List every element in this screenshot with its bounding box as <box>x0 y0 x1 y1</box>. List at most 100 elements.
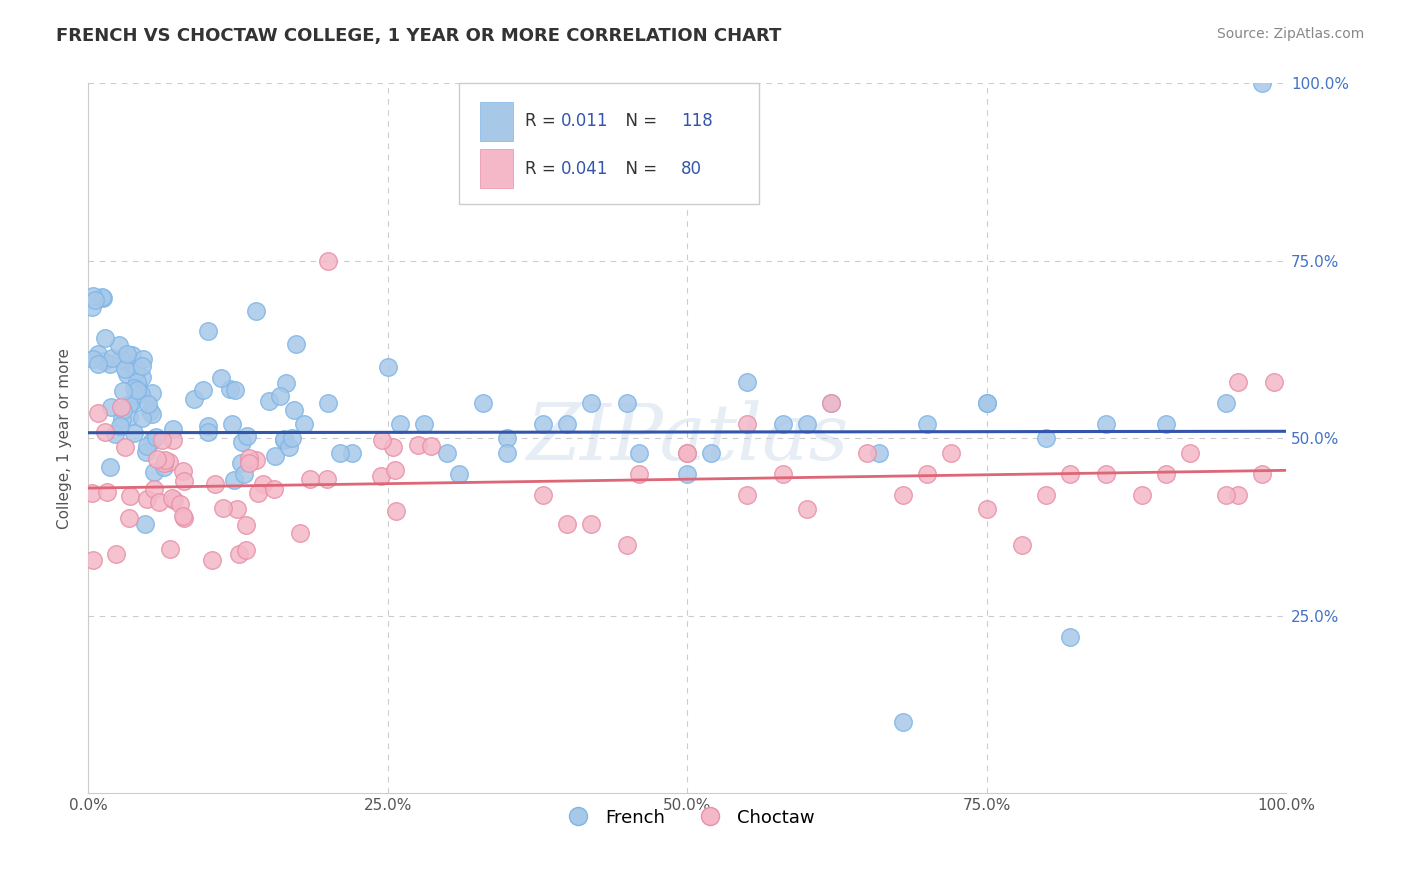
Point <box>263 483 285 497</box>
Text: N =: N = <box>616 160 662 178</box>
Point <box>436 445 458 459</box>
Point <box>136 396 159 410</box>
Point <box>129 386 152 401</box>
Point <box>136 439 159 453</box>
Point <box>103 426 125 441</box>
Point <box>135 445 157 459</box>
Point <box>138 404 160 418</box>
FancyBboxPatch shape <box>479 102 513 141</box>
Point <box>172 464 194 478</box>
Point <box>87 347 110 361</box>
Point <box>868 445 890 459</box>
Point <box>224 383 246 397</box>
Point <box>735 375 758 389</box>
Point <box>80 485 103 500</box>
Point <box>245 303 267 318</box>
Point <box>229 456 252 470</box>
Point <box>104 547 127 561</box>
Point <box>581 396 603 410</box>
Point <box>772 417 794 432</box>
Point <box>1178 445 1201 459</box>
Point <box>84 293 107 308</box>
Point <box>855 445 877 459</box>
Point <box>191 383 214 397</box>
Point <box>1227 375 1250 389</box>
Point <box>976 502 998 516</box>
Text: 0.011: 0.011 <box>561 112 609 130</box>
Text: 80: 80 <box>681 160 702 178</box>
Point <box>134 516 156 531</box>
Point <box>1154 467 1177 481</box>
Point <box>131 370 153 384</box>
FancyBboxPatch shape <box>460 84 759 204</box>
Point <box>1263 375 1285 389</box>
Point <box>820 396 842 410</box>
Point <box>1095 417 1118 432</box>
Point <box>1035 431 1057 445</box>
Point <box>235 518 257 533</box>
Point <box>616 538 638 552</box>
Point <box>252 477 274 491</box>
Point <box>100 401 122 415</box>
Point <box>110 419 132 434</box>
Point <box>114 440 136 454</box>
Point <box>142 465 165 479</box>
Point <box>197 418 219 433</box>
Point <box>163 493 186 508</box>
Point <box>370 433 392 447</box>
Point <box>197 425 219 439</box>
Point <box>1095 467 1118 481</box>
Point <box>183 392 205 406</box>
Point <box>82 553 104 567</box>
Point <box>406 437 429 451</box>
Point <box>472 396 495 410</box>
Point <box>222 474 245 488</box>
Point <box>125 388 148 402</box>
Text: Source: ZipAtlas.com: Source: ZipAtlas.com <box>1216 27 1364 41</box>
Point <box>173 511 195 525</box>
Point <box>111 412 134 426</box>
Point <box>87 406 110 420</box>
Point <box>676 445 699 459</box>
Point <box>110 352 132 367</box>
Point <box>152 456 174 470</box>
Point <box>87 357 110 371</box>
Point <box>1130 488 1153 502</box>
Point <box>132 351 155 366</box>
Point <box>131 410 153 425</box>
Point <box>273 432 295 446</box>
Point <box>976 396 998 410</box>
Point <box>939 445 962 459</box>
Point <box>153 453 176 467</box>
Point <box>274 376 297 390</box>
Point <box>385 504 408 518</box>
Point <box>127 383 149 397</box>
Point <box>173 475 195 489</box>
Point <box>1227 488 1250 502</box>
Y-axis label: College, 1 year or more: College, 1 year or more <box>58 348 72 529</box>
Point <box>340 445 363 459</box>
Point <box>221 417 243 432</box>
Point <box>1251 77 1274 91</box>
Point <box>284 337 307 351</box>
Point <box>110 401 132 415</box>
Point <box>125 364 148 378</box>
Point <box>212 501 235 516</box>
Point <box>329 445 352 459</box>
Point <box>581 516 603 531</box>
Point <box>288 526 311 541</box>
Point <box>228 547 250 561</box>
Point <box>292 417 315 432</box>
Point <box>1215 396 1237 410</box>
Point <box>281 431 304 445</box>
Point <box>245 453 267 467</box>
Point <box>96 485 118 500</box>
Point <box>676 467 699 481</box>
Point <box>1154 417 1177 432</box>
Point <box>316 396 339 410</box>
Point <box>118 489 141 503</box>
Point <box>98 460 121 475</box>
Point <box>235 543 257 558</box>
Point <box>531 417 554 432</box>
Point <box>122 381 145 395</box>
